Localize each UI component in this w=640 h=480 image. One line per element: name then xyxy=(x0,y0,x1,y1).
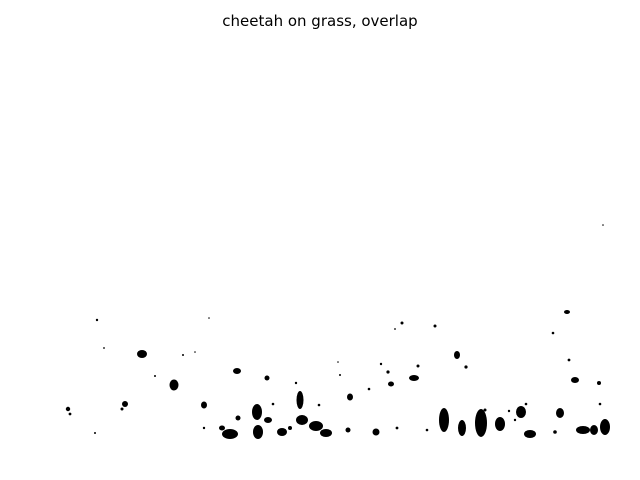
mask-blobs xyxy=(65,224,610,439)
binary-mask-image xyxy=(64,40,612,440)
thresholded-image xyxy=(64,40,612,440)
mask-background xyxy=(64,40,612,440)
figure-title: cheetah on grass, overlap xyxy=(222,12,418,30)
